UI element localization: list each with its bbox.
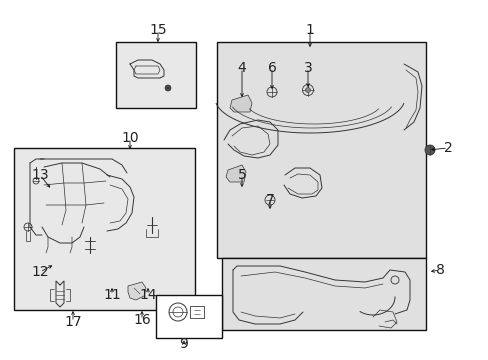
Circle shape: [164, 85, 171, 91]
Text: 7: 7: [265, 193, 274, 207]
Polygon shape: [128, 282, 146, 300]
Text: 16: 16: [133, 313, 151, 327]
Polygon shape: [225, 165, 245, 182]
Bar: [190, 306, 203, 318]
Text: 17: 17: [64, 315, 81, 329]
Bar: [14, 148, 195, 310]
Text: 15: 15: [149, 23, 166, 37]
Circle shape: [305, 87, 310, 93]
Text: 2: 2: [443, 141, 451, 155]
Text: 13: 13: [31, 168, 49, 182]
Bar: [222, 258, 425, 330]
Text: 11: 11: [103, 288, 121, 302]
Text: 8: 8: [435, 263, 444, 277]
Text: 10: 10: [121, 131, 139, 145]
Text: 9: 9: [179, 337, 188, 351]
Bar: [156, 295, 222, 338]
Text: 3: 3: [303, 61, 312, 75]
Text: 6: 6: [267, 61, 276, 75]
Text: 12: 12: [31, 265, 49, 279]
Bar: [116, 42, 196, 108]
Bar: [217, 42, 425, 258]
Text: 5: 5: [237, 168, 246, 182]
Text: 1: 1: [305, 23, 314, 37]
Text: 4: 4: [237, 61, 246, 75]
Circle shape: [424, 145, 434, 155]
Text: 14: 14: [139, 288, 157, 302]
Polygon shape: [229, 95, 251, 112]
